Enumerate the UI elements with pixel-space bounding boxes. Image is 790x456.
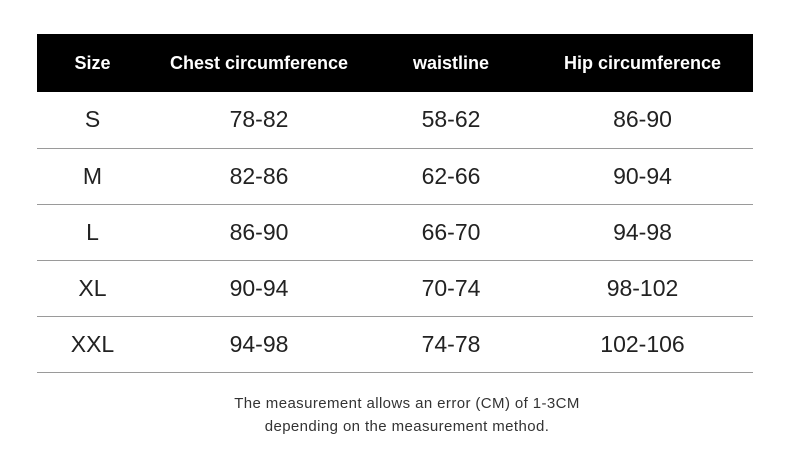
waist-cell: 74-78 xyxy=(421,330,481,357)
size-cell: XL xyxy=(78,274,107,301)
header-chest-circumference: Chest circumference xyxy=(169,52,349,73)
hip-cell: 94-98 xyxy=(613,218,672,245)
table-row: M 82-86 62-66 90-94 xyxy=(37,148,753,204)
waist-cell: 66-70 xyxy=(421,218,481,245)
header-waistline: waistline xyxy=(412,52,490,73)
header-row: Size Chest circumference waistline Hip c… xyxy=(37,34,753,92)
waist-cell: 58-62 xyxy=(421,106,481,133)
size-cell: S xyxy=(84,106,101,133)
chest-cell: 78-82 xyxy=(229,106,289,133)
waist-cell: 70-74 xyxy=(421,274,481,301)
chest-cell: 86-90 xyxy=(229,218,289,245)
note-line-1: The measurement allows an error (CM) of … xyxy=(234,395,580,412)
size-chart-table: Size Chest circumference waistline Hip c… xyxy=(37,34,753,373)
size-cell: M xyxy=(82,162,103,189)
note-line-2: depending on the measurement method. xyxy=(264,418,550,435)
table-body: S 78-82 58-62 86-90 M 82-86 62-66 90-94 … xyxy=(37,92,753,372)
table-row: L 86-90 66-70 94-98 xyxy=(37,204,753,260)
waist-cell: 62-66 xyxy=(421,162,481,189)
table-row: S 78-82 58-62 86-90 xyxy=(37,92,753,148)
hip-cell: 102-106 xyxy=(600,330,685,357)
size-cell: XXL xyxy=(70,330,115,357)
table-row: XL 90-94 70-74 98-102 xyxy=(37,260,753,316)
size-cell: L xyxy=(86,218,99,245)
hip-cell: 98-102 xyxy=(606,274,679,301)
header-hip-circumference: Hip circumference xyxy=(563,52,722,73)
chest-cell: 90-94 xyxy=(229,274,289,301)
chest-cell: 82-86 xyxy=(229,162,289,189)
hip-cell: 90-94 xyxy=(613,162,672,189)
table-header: Size Chest circumference waistline Hip c… xyxy=(37,34,753,92)
hip-cell: 86-90 xyxy=(613,106,672,133)
header-size: Size xyxy=(74,52,111,73)
table-row: XXL 94-98 74-78 102-106 xyxy=(37,316,753,372)
chest-cell: 94-98 xyxy=(229,330,289,357)
measurement-note: The measurement allows an error (CM) of … xyxy=(0,392,790,438)
